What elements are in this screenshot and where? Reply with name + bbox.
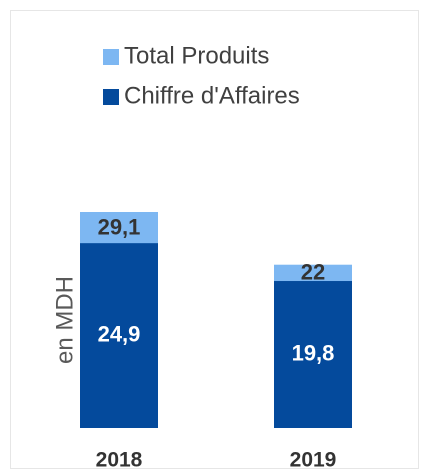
chart-border	[10, 10, 419, 469]
bar	[80, 243, 158, 428]
legend-label: Chiffre d'Affaires	[124, 82, 300, 109]
x-tick-label: 2018	[96, 449, 143, 472]
data-label: 24,9	[98, 321, 141, 346]
data-label: 29,1	[98, 214, 141, 239]
x-tick-label: 2019	[290, 449, 337, 472]
legend-swatch	[103, 89, 119, 105]
y-axis-label: en MDH	[51, 276, 78, 364]
data-label: 19,8	[292, 340, 335, 365]
legend-label: Total Produits	[124, 42, 269, 69]
data-label: 22	[301, 260, 325, 285]
legend-swatch	[103, 49, 119, 65]
bar	[274, 281, 352, 428]
